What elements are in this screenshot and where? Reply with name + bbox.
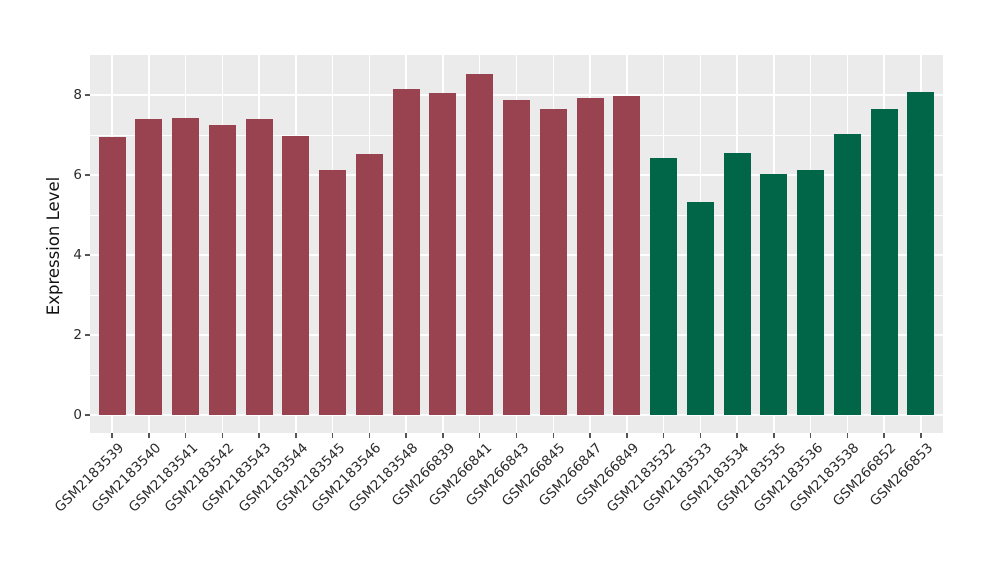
plot-area	[90, 55, 943, 433]
y-tick-label: 2	[73, 327, 82, 343]
bar-GSM2183546	[355, 153, 383, 415]
x-tick-mark	[626, 433, 628, 438]
y-tick-mark	[85, 94, 90, 96]
bar-GSM266845	[539, 109, 567, 415]
bar-GSM266843	[503, 100, 530, 415]
bar-GSM266853	[907, 92, 935, 415]
x-tick-mark	[773, 433, 775, 438]
x-tick-mark	[552, 433, 555, 438]
bar-GSM2183545	[319, 169, 347, 415]
bar-GSM2183540	[135, 119, 163, 415]
bar-GSM266849	[613, 95, 641, 415]
bar-GSM2183536	[797, 170, 825, 415]
x-tick-mark	[809, 433, 812, 438]
x-tick-mark	[736, 433, 738, 438]
bar-GSM266847	[576, 98, 604, 415]
bar-GSM2183535	[760, 174, 788, 415]
y-tick-label: 4	[73, 247, 82, 263]
x-tick-mark	[662, 433, 665, 438]
x-tick-mark	[883, 433, 885, 438]
y-tick-label: 8	[73, 87, 82, 103]
y-tick-mark	[85, 174, 90, 176]
bar-GSM2183544	[282, 136, 310, 415]
x-tick-mark	[258, 433, 260, 438]
x-tick-mark	[699, 433, 702, 438]
y-tick-label: 6	[73, 167, 82, 183]
x-tick-mark	[368, 433, 371, 438]
x-tick-mark	[515, 433, 518, 438]
y-tick-mark	[85, 414, 90, 416]
y-tick-label: 0	[73, 407, 82, 423]
x-tick-mark	[295, 433, 297, 438]
x-tick-mark	[589, 433, 591, 438]
bar-GSM2183548	[392, 89, 420, 415]
bar-GSM266852	[870, 109, 898, 415]
x-tick-mark	[221, 433, 224, 438]
bar-GSM2183542	[208, 125, 236, 415]
bar-GSM2183538	[833, 134, 861, 415]
x-tick-mark	[442, 433, 444, 438]
bar-GSM2183539	[98, 137, 126, 415]
bar-GSM266841	[466, 74, 494, 415]
x-tick-mark	[148, 433, 150, 438]
bar-GSM2183534	[723, 152, 751, 415]
y-tick-mark	[85, 254, 90, 256]
y-tick-mark	[85, 334, 90, 336]
x-tick-mark	[846, 433, 849, 438]
x-tick-mark	[478, 433, 481, 438]
bar-GSM2183533	[686, 201, 714, 415]
x-tick-mark	[184, 433, 187, 438]
x-tick-mark	[920, 433, 922, 438]
bar-GSM2183543	[245, 119, 273, 415]
bar-GSM2183532	[650, 158, 678, 415]
bar-GSM2183541	[172, 117, 200, 415]
x-tick-mark	[331, 433, 334, 438]
x-tick-mark	[405, 433, 407, 438]
x-tick-mark	[111, 433, 113, 438]
bar-GSM266839	[429, 93, 457, 415]
